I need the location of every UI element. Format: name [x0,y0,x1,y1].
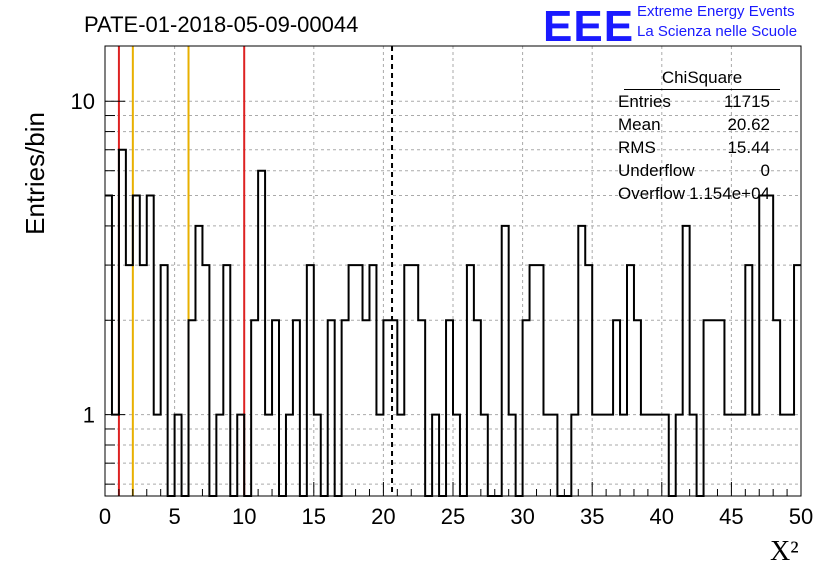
stats-box-title: ChiSquare [624,68,780,90]
x-axis-label: X² [770,536,799,567]
x-tick-label: 45 [719,504,743,529]
stats-row: Entries 11715 [614,92,804,115]
x-tick-label: 25 [441,504,465,529]
stats-key: Overflow [618,184,686,203]
x-tick-label: 35 [580,504,604,529]
x-tick-label: 5 [168,504,180,529]
stats-box: ChiSquare Entries 11715 Mean 20.62 RMS 15.4… [614,68,804,207]
stats-value: 20.62 [727,115,770,134]
stats-row: Mean 20.62 [614,115,804,138]
x-tick-label: 40 [650,504,674,529]
logo-caption-2: La Scienza nelle Scuole [637,23,798,40]
x-tick-label: 0 [99,504,111,529]
stats-value: 1.154e+04 [689,184,770,203]
x-tick-label: 10 [232,504,256,529]
x-tick-label: 30 [510,504,534,529]
stats-row: RMS 15.44 [614,138,804,161]
stats-key: Entries [618,92,671,111]
stats-key: Underflow [618,161,695,180]
y-axis-label: Entries/bin [20,112,50,235]
y-tick-label: 10 [71,89,95,114]
x-tick-label: 50 [789,504,813,529]
x-tick-label: 20 [371,504,395,529]
tick-labels: 0 5 10 15 20 25 30 35 40 45 50 1 10 [71,89,814,529]
x-tick-label: 15 [302,504,326,529]
chart-title: PATE-01-2018-05-09-00044 [84,12,359,37]
stats-row: Overflow 1.154e+04 [614,184,804,207]
stats-row: Underflow 0 [614,161,804,184]
axis-ticks [104,100,802,496]
stats-key: Mean [618,115,661,134]
stats-value: 11715 [723,92,770,111]
stats-value: 0 [760,161,770,180]
y-tick-label: 1 [83,403,95,428]
logo-caption-1: Extreme Energy Events [637,3,795,20]
stats-value: 15.44 [727,138,770,157]
eee-logo: EEE [543,2,635,51]
stats-key: RMS [618,138,656,157]
